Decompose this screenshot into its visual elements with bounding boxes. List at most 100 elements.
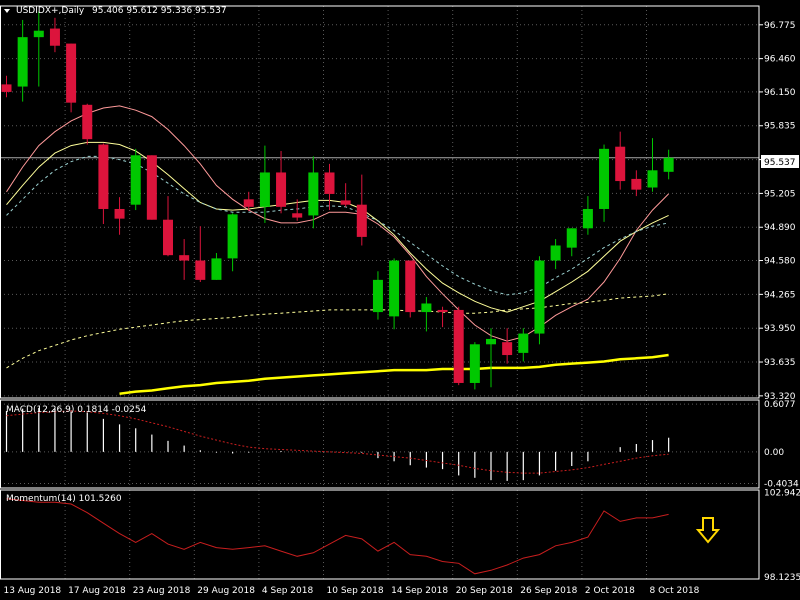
y-tick-label: 0.00 <box>764 448 784 458</box>
moving-average-line-0 <box>6 105 669 342</box>
candle <box>486 328 496 388</box>
y-tick-label: 0.6077 <box>764 400 796 410</box>
candle-body <box>663 157 674 172</box>
panel-border <box>0 399 760 489</box>
candle-body <box>550 245 561 261</box>
candle <box>372 271 383 320</box>
candle <box>324 163 335 211</box>
candle-body <box>389 260 400 317</box>
panel-border <box>0 489 760 580</box>
y-tick-label: -0.4034 <box>764 480 799 490</box>
candle-body <box>405 260 416 313</box>
panel-border <box>0 5 760 399</box>
candle <box>631 170 642 197</box>
candle-body <box>1 84 12 92</box>
y-tick-label: 94.580 <box>764 257 796 267</box>
candle-body <box>518 333 529 353</box>
candle-body <box>179 255 190 261</box>
candle <box>469 342 480 390</box>
candle-body <box>98 144 109 209</box>
x-tick-label: 4 Sep 2018 <box>262 586 314 596</box>
candle-body <box>259 172 270 207</box>
candle <box>1 75 12 98</box>
y-tick-label: 95.835 <box>764 122 796 132</box>
candle <box>17 19 28 102</box>
candle-body <box>582 208 593 229</box>
x-tick-label: 26 Sep 2018 <box>520 586 577 596</box>
y-tick-label: 98.1235 <box>764 573 800 583</box>
candle-body <box>292 213 303 218</box>
y-tick-label: 102.9427 <box>764 489 800 499</box>
candle-body <box>615 146 626 182</box>
candle-body <box>324 172 335 194</box>
candle <box>534 256 545 345</box>
y-tick-label: 94.265 <box>764 290 796 300</box>
candle-body <box>276 172 287 207</box>
momentum-label: Momentum(14) 101.5260 <box>6 494 122 504</box>
candle-body <box>534 260 545 334</box>
y-tick-label: 96.460 <box>764 55 796 65</box>
momentum-line <box>6 498 669 575</box>
candle <box>582 196 593 235</box>
candle <box>66 43 77 113</box>
down-arrow-icon <box>695 517 721 544</box>
y-tick-label: 94.890 <box>764 223 796 233</box>
candle <box>566 228 577 257</box>
panel-frames <box>0 5 760 580</box>
candle <box>599 144 610 222</box>
candles <box>1 11 674 390</box>
chart-header: USDIDX+,Daily 95.406 95.612 95.336 95.53… <box>4 6 227 16</box>
macd-indicator <box>5 407 670 481</box>
candle <box>405 260 416 318</box>
candle-body <box>243 199 254 207</box>
y-tick-label: 96.775 <box>764 21 796 31</box>
macd-signal-line <box>6 410 669 474</box>
candle <box>276 150 287 214</box>
candle-body <box>486 338 496 345</box>
candle <box>130 148 141 211</box>
candle-body <box>308 172 319 216</box>
candle-body <box>130 155 141 205</box>
candle-body <box>421 303 432 313</box>
candle <box>550 239 561 270</box>
candle <box>453 306 464 386</box>
candle-body <box>195 260 206 280</box>
candle <box>615 131 626 190</box>
moving-average-line-1 <box>6 141 669 313</box>
x-tick-label: 13 Aug 2018 <box>4 586 62 596</box>
candle <box>211 253 222 280</box>
candle-body <box>66 43 77 103</box>
candle-body <box>340 200 351 205</box>
y-tick-label: 95.205 <box>764 189 796 199</box>
moving-averages <box>6 105 669 395</box>
x-tick-label: 29 Aug 2018 <box>197 586 255 596</box>
candle <box>98 143 109 225</box>
moving-average-line-3 <box>6 293 669 369</box>
candle <box>259 145 270 223</box>
x-tick-label: 2 Oct 2018 <box>585 586 635 596</box>
candle <box>663 149 674 180</box>
candle <box>518 328 529 362</box>
candle <box>195 226 206 283</box>
dropdown-triangle-icon[interactable] <box>4 9 10 13</box>
macd-label: MACD(12,26,9) 0.1814 -0.0254 <box>6 405 147 415</box>
candle <box>243 191 254 212</box>
candle-body <box>502 342 513 356</box>
candle-body <box>599 148 610 209</box>
candle-body <box>17 37 28 87</box>
candle <box>389 258 400 330</box>
candle <box>114 197 125 235</box>
x-tick-label: 10 Sep 2018 <box>327 586 384 596</box>
candle <box>437 306 448 328</box>
x-tick-label: 14 Sep 2018 <box>391 586 448 596</box>
candle <box>356 174 367 246</box>
candle-body <box>114 208 125 219</box>
current-price-marker: 95.537 <box>761 155 799 168</box>
candle <box>179 239 190 280</box>
candle <box>82 103 93 145</box>
grid-lines <box>0 6 759 579</box>
y-tick-label: 93.320 <box>764 392 796 402</box>
y-tick-label: 93.950 <box>764 324 796 334</box>
